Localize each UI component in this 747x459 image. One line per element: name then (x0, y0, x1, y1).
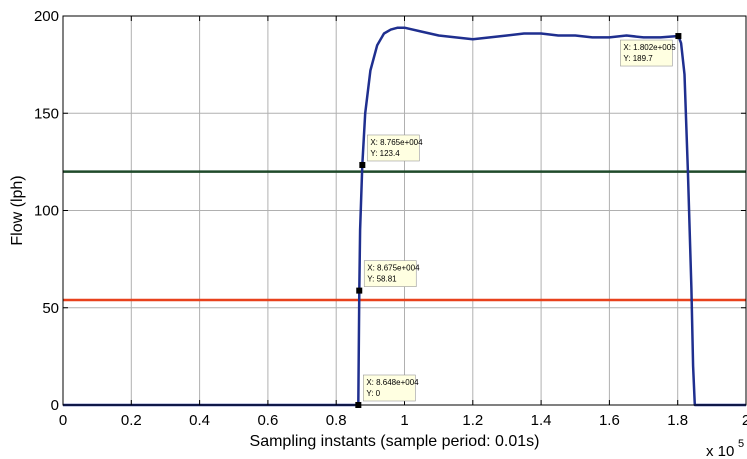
x-tick-label: 1 (400, 412, 408, 429)
x-tick-label: 1.2 (462, 412, 483, 429)
datatip-box (363, 374, 416, 402)
x-tick-label: 0.6 (257, 412, 278, 429)
reference-lines (63, 170, 746, 302)
x-multiplier-base: x 10 (706, 443, 734, 459)
datatip: X: 8.765e+004 Y: 123.4 (359, 134, 423, 168)
datatip-x-text: X: 8.675e+004 (367, 264, 420, 273)
x-multiplier-exponent: 5 (738, 438, 744, 450)
x-tick-label: 0.4 (189, 412, 210, 429)
datatip-marker (355, 402, 362, 408)
datatip: X: 1.802e+005 Y: 189.7 (620, 33, 682, 67)
datatip-x-text: X: 1.802e+005 (623, 43, 676, 52)
datatip-y-text: Y: 0 (366, 389, 380, 398)
y-tick-label: 100 (34, 203, 59, 220)
y-axis-label: Flow (lph) (9, 175, 26, 245)
datatip: X: 8.648e+004 Y: 0 (355, 374, 419, 408)
datatip-box (367, 134, 420, 162)
x-tick-label: 0 (59, 412, 67, 429)
y-tick-label: 150 (34, 105, 59, 122)
x-tick-label: 1.6 (599, 412, 620, 429)
x-tick-label: 2 (742, 412, 747, 429)
datatip-box (363, 260, 417, 287)
axis-ticks: 0 0.2 0.4 0.6 0.8 1 1.2 1.4 1.6 1.8 2 0 50 100 150 200 (34, 8, 747, 429)
x-axis-multiplier: x 10 5 (706, 438, 744, 459)
grid-lines (63, 16, 746, 405)
datatip-y-text: Y: 58.81 (367, 275, 397, 284)
datatip-y-text: Y: 123.4 (370, 149, 400, 158)
x-axis-label: Sampling instants (sample period: 0.01s) (250, 433, 540, 450)
x-tick-label: 0.8 (326, 412, 347, 429)
y-tick-label: 0 (51, 397, 59, 414)
flow-series-line (63, 26, 746, 407)
x-tick-label: 1.4 (531, 412, 552, 429)
series-layer (63, 26, 746, 407)
y-tick-label: 50 (42, 300, 59, 317)
datatip-x-text: X: 8.765e+004 (370, 138, 423, 147)
datatip-marker (356, 287, 363, 294)
datatip-x-text: X: 8.648e+004 (366, 378, 419, 387)
datatip-marker (675, 33, 682, 40)
datatip: X: 8.675e+004 Y: 58.81 (356, 260, 420, 294)
x-tick-label: 1.8 (667, 412, 688, 429)
datatip-box (620, 39, 673, 67)
datatip-marker (359, 161, 366, 168)
x-tick-label: 0.2 (121, 412, 142, 429)
datatip-y-text: Y: 189.7 (623, 54, 653, 63)
y-tick-label: 200 (34, 8, 59, 25)
